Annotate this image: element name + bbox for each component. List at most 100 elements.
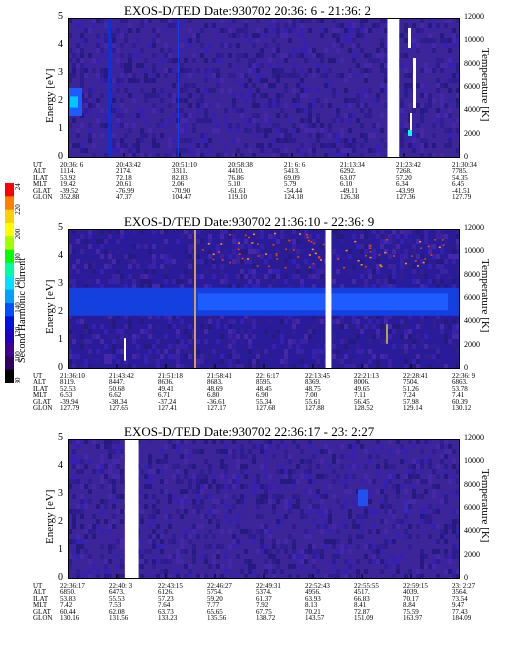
spectrogram-cell bbox=[284, 469, 288, 474]
orbit-value: 5374. bbox=[256, 588, 272, 597]
orbit-value: 127.88 bbox=[305, 404, 325, 413]
spectrogram-cell bbox=[292, 494, 296, 499]
spectrogram-cell bbox=[308, 504, 312, 509]
spectrogram-cell bbox=[112, 499, 116, 504]
spectrogram-cell bbox=[288, 504, 292, 509]
spectrogram-cell bbox=[216, 153, 220, 158]
spectrogram-cell bbox=[336, 529, 340, 534]
y2-tick-label: 2000 bbox=[464, 549, 480, 559]
spectrogram-cell bbox=[104, 123, 108, 128]
spectrogram-cell bbox=[96, 234, 100, 239]
spectrogram-cell bbox=[264, 574, 268, 579]
spectrogram-cell bbox=[92, 564, 96, 569]
spectrogram-cell bbox=[104, 519, 108, 524]
spectrogram-cell bbox=[364, 449, 368, 454]
spectrogram-cell bbox=[172, 48, 176, 53]
colorbar-swatch bbox=[5, 316, 14, 331]
spectrogram-cell bbox=[260, 53, 264, 58]
orbit-value: 128.52 bbox=[354, 404, 374, 413]
hot-pixel bbox=[438, 246, 441, 249]
orbit-value: 124.18 bbox=[284, 193, 304, 202]
orbit-value: 7.41 bbox=[452, 391, 465, 400]
spectrogram-cell bbox=[272, 544, 276, 549]
orbit-value: 21:58:41 bbox=[207, 372, 232, 380]
spectrogram-cell bbox=[120, 113, 124, 118]
spectrogram-cell bbox=[228, 509, 232, 514]
panel-title: EXOS-D/TED Date:930702 20:36: 6 - 21:36:… bbox=[124, 3, 371, 18]
spectrogram-cell bbox=[232, 534, 236, 539]
spectrogram-cell bbox=[200, 93, 204, 98]
spectrogram-cell bbox=[408, 499, 412, 504]
spectrogram-cell bbox=[440, 58, 444, 63]
spectrogram-cell bbox=[436, 88, 440, 93]
spectrogram-cell bbox=[256, 103, 260, 108]
spectrogram-cell bbox=[348, 474, 352, 479]
spectrogram-cell bbox=[184, 269, 188, 274]
spectrogram-cell bbox=[288, 334, 292, 339]
spectrogram-cell bbox=[448, 73, 452, 78]
orbit-value: 22:55:55 bbox=[354, 582, 379, 590]
spectrogram-cell bbox=[320, 123, 324, 128]
spectrogram-cell bbox=[120, 564, 124, 569]
spectrogram-cell bbox=[296, 494, 300, 499]
spectrogram-cell bbox=[428, 68, 432, 73]
spectrogram-cell bbox=[340, 504, 344, 509]
spectrogram-cell bbox=[380, 18, 384, 23]
spectrogram-cell bbox=[400, 108, 404, 113]
spectrogram-cell bbox=[424, 344, 428, 349]
spectrogram-cell bbox=[428, 514, 432, 519]
hot-pixel bbox=[238, 242, 241, 244]
spectrogram-cell bbox=[304, 118, 308, 123]
spectrogram-cell bbox=[256, 574, 260, 579]
spectrogram-cell bbox=[104, 329, 108, 334]
spectrogram-cell bbox=[116, 359, 120, 364]
spectrogram-cell bbox=[268, 529, 272, 534]
spectrogram-cell bbox=[380, 53, 384, 58]
spectrogram-cell bbox=[264, 449, 268, 454]
spectrogram-cell bbox=[160, 349, 164, 354]
spectrogram-cell bbox=[108, 279, 112, 284]
spectrogram-cell bbox=[84, 73, 88, 78]
y2-tick-label: 0 bbox=[464, 573, 468, 582]
spectrogram-cell bbox=[132, 279, 136, 284]
spectrogram-cell bbox=[120, 33, 124, 38]
spectrogram-cell bbox=[308, 464, 312, 469]
spectrogram-cell bbox=[388, 239, 392, 244]
spectrogram-cell bbox=[120, 138, 124, 143]
spectrogram-cell bbox=[188, 354, 192, 359]
spectrogram-cell bbox=[216, 249, 220, 254]
spectrogram-cell bbox=[300, 48, 304, 53]
spectrogram-cell bbox=[96, 279, 100, 284]
spectrogram-cell bbox=[280, 33, 284, 38]
spectrogram-cell bbox=[112, 259, 116, 264]
spectrogram-cell bbox=[292, 98, 296, 103]
spectrogram-cell bbox=[376, 264, 380, 269]
spectrogram-cell bbox=[208, 234, 212, 239]
spectrogram-cell bbox=[248, 68, 252, 73]
spectrogram-cell bbox=[196, 494, 200, 499]
hot-pixel bbox=[276, 258, 279, 260]
spectrogram-cell bbox=[236, 554, 240, 559]
orbit-value: 6850. bbox=[60, 588, 76, 597]
spectrogram-cell bbox=[384, 509, 388, 514]
spectrogram-cell bbox=[448, 559, 452, 564]
spectrogram-cell bbox=[232, 259, 236, 264]
orbit-value: 5413. bbox=[284, 167, 300, 176]
spectrogram-cell bbox=[88, 244, 92, 249]
spectrogram-cell bbox=[156, 108, 160, 113]
spectrogram-cell bbox=[224, 319, 228, 324]
spectrogram-cell bbox=[284, 349, 288, 354]
spectrogram-cell bbox=[412, 43, 416, 48]
spectrogram-cell bbox=[332, 249, 336, 254]
orbit-value: 82.83 bbox=[172, 173, 188, 182]
spectrogram-cell bbox=[172, 33, 176, 38]
spectrogram-cell bbox=[192, 544, 196, 549]
spectrogram-cell bbox=[240, 269, 244, 274]
spectrogram-cell bbox=[432, 38, 436, 43]
spectrogram-cell bbox=[264, 444, 268, 449]
orbit-value: 59.20 bbox=[207, 594, 223, 603]
spectrogram-cell bbox=[368, 509, 372, 514]
spectrogram-cell bbox=[412, 474, 416, 479]
spectrogram-cell bbox=[188, 324, 192, 329]
spectrogram-cell bbox=[148, 274, 152, 279]
